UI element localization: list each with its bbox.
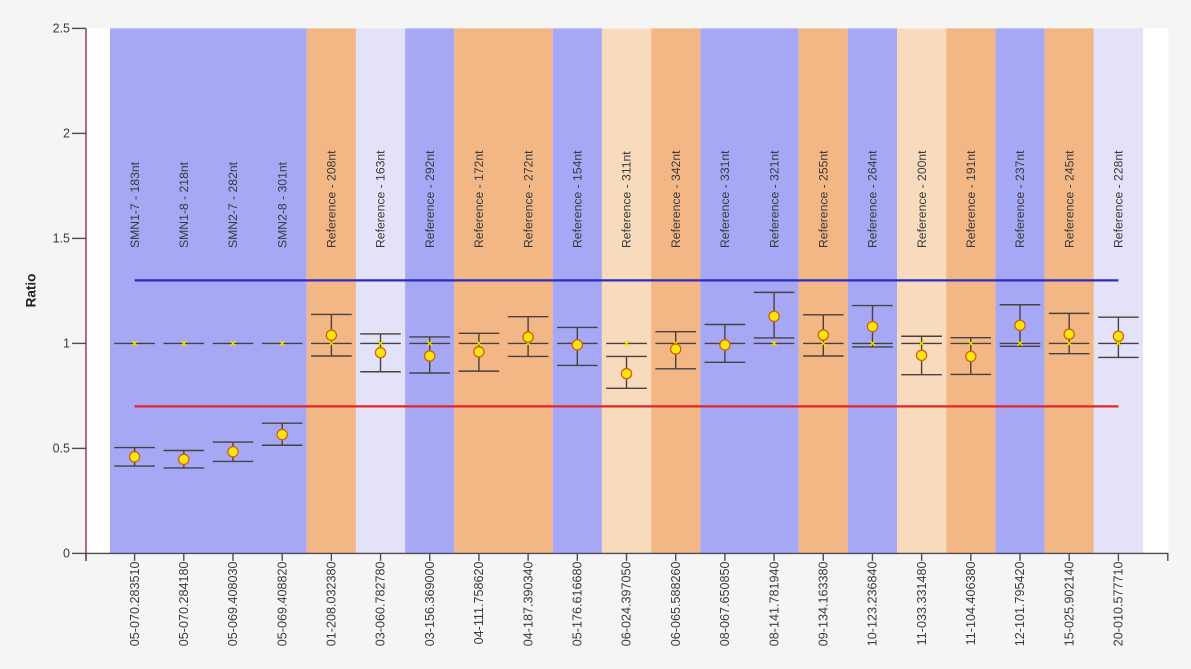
svg-text:SMN2-8 - 301nt: SMN2-8 - 301nt bbox=[275, 161, 289, 248]
svg-text:Reference - 264nt: Reference - 264nt bbox=[866, 150, 880, 248]
svg-text:06-024.397050: 06-024.397050 bbox=[620, 562, 634, 647]
svg-text:SMN1-7 - 183nt: SMN1-7 - 183nt bbox=[128, 161, 142, 248]
svg-text:Reference - 311nt: Reference - 311nt bbox=[620, 151, 634, 248]
svg-text:1.5: 1.5 bbox=[53, 232, 70, 246]
svg-text:Reference - 342nt: Reference - 342nt bbox=[669, 150, 683, 248]
svg-text:09-134.163380: 09-134.163380 bbox=[817, 562, 831, 647]
svg-text:11-033.331480: 11-033.331480 bbox=[915, 562, 929, 646]
svg-text:Reference - 200nt: Reference - 200nt bbox=[915, 150, 929, 248]
svg-text:Reference - 292nt: Reference - 292nt bbox=[423, 150, 437, 248]
svg-text:Reference - 255nt: Reference - 255nt bbox=[817, 150, 831, 248]
svg-text:12-101.795420: 12-101.795420 bbox=[1013, 562, 1027, 647]
svg-text:0: 0 bbox=[63, 547, 70, 561]
svg-text:Reference - 228nt: Reference - 228nt bbox=[1112, 150, 1126, 248]
svg-text:05-176.616680: 05-176.616680 bbox=[571, 562, 585, 647]
svg-text:Reference - 163nt: Reference - 163nt bbox=[374, 150, 388, 248]
svg-text:03-156.369000: 03-156.369000 bbox=[423, 562, 437, 647]
svg-text:01-208.032380: 01-208.032380 bbox=[325, 562, 339, 647]
svg-text:Reference - 154nt: Reference - 154nt bbox=[571, 150, 585, 248]
svg-text:Reference - 237nt: Reference - 237nt bbox=[1013, 150, 1027, 248]
svg-text:06-065.588260: 06-065.588260 bbox=[669, 562, 683, 647]
svg-text:05-070.283510: 05-070.283510 bbox=[128, 562, 142, 647]
svg-text:03-060.782780: 03-060.782780 bbox=[374, 562, 388, 647]
svg-text:0.5: 0.5 bbox=[53, 442, 70, 456]
svg-text:11-104.406380: 11-104.406380 bbox=[964, 562, 978, 646]
svg-text:Reference - 331nt: Reference - 331nt bbox=[718, 150, 732, 248]
svg-text:2: 2 bbox=[63, 127, 70, 141]
svg-text:SMN1-8 - 218nt: SMN1-8 - 218nt bbox=[177, 161, 191, 248]
svg-text:2.5: 2.5 bbox=[53, 22, 70, 36]
svg-text:05-069.408030: 05-069.408030 bbox=[226, 562, 240, 647]
svg-text:Reference - 321nt: Reference - 321nt bbox=[767, 150, 781, 248]
svg-text:04-187.390340: 04-187.390340 bbox=[521, 562, 535, 647]
svg-text:Reference - 272nt: Reference - 272nt bbox=[521, 150, 535, 248]
svg-text:Reference - 245nt: Reference - 245nt bbox=[1062, 150, 1076, 248]
svg-text:Reference - 208nt: Reference - 208nt bbox=[325, 150, 339, 248]
svg-text:08-141.781940: 08-141.781940 bbox=[767, 562, 781, 647]
svg-text:04-111.758620: 04-111.758620 bbox=[472, 562, 486, 645]
svg-text:10-123.236840: 10-123.236840 bbox=[866, 562, 880, 647]
svg-text:Reference - 191nt: Reference - 191nt bbox=[964, 150, 978, 248]
svg-text:Ratio: Ratio bbox=[24, 274, 39, 308]
svg-text:Reference - 172nt: Reference - 172nt bbox=[472, 150, 486, 248]
svg-text:05-070.284180: 05-070.284180 bbox=[177, 562, 191, 647]
svg-text:1: 1 bbox=[63, 337, 70, 351]
svg-text:20-010.577710: 20-010.577710 bbox=[1112, 562, 1126, 647]
svg-text:05-069.408820: 05-069.408820 bbox=[275, 562, 289, 647]
svg-text:08-067.650850: 08-067.650850 bbox=[718, 562, 732, 647]
svg-text:15-025.902140: 15-025.902140 bbox=[1062, 562, 1076, 647]
svg-text:SMN2-7 - 282nt: SMN2-7 - 282nt bbox=[226, 161, 240, 248]
